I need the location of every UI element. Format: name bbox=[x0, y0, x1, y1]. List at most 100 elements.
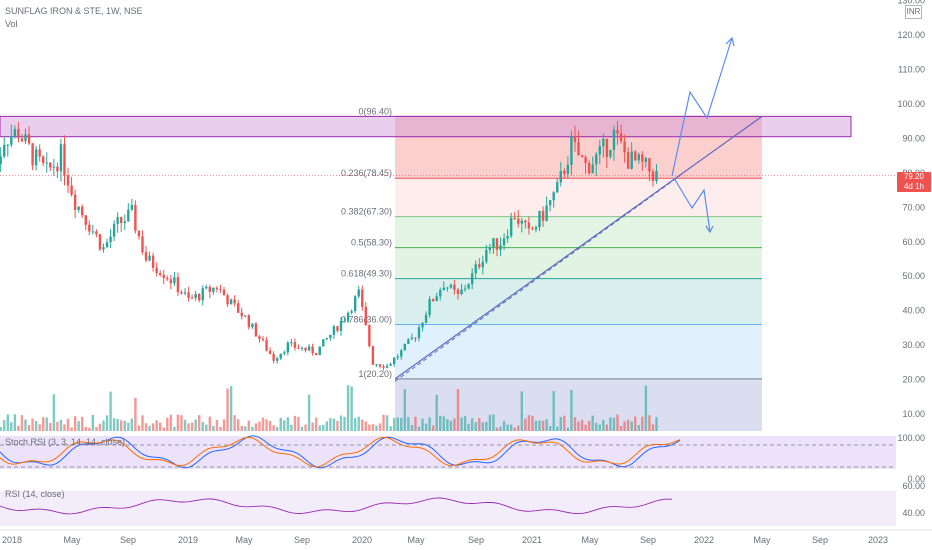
candle-body bbox=[357, 289, 360, 297]
volume-bar bbox=[499, 426, 502, 431]
candle-body bbox=[428, 299, 431, 315]
time-axis-tick: Sep bbox=[468, 535, 484, 545]
candle-body bbox=[261, 338, 265, 341]
candle-body bbox=[325, 338, 329, 340]
volume-bar bbox=[421, 418, 424, 431]
volume-bar bbox=[127, 422, 130, 431]
volume-bar bbox=[13, 414, 17, 431]
candle-body bbox=[63, 144, 66, 176]
volume-bar bbox=[6, 414, 9, 431]
candle-body bbox=[88, 224, 91, 232]
volume-bar bbox=[336, 420, 339, 431]
volume-bar bbox=[304, 424, 307, 431]
volume-bar bbox=[254, 423, 258, 431]
volume-bar bbox=[485, 421, 488, 431]
volume-bar bbox=[102, 420, 105, 431]
candle-body bbox=[506, 235, 509, 239]
candle-body bbox=[559, 170, 562, 183]
volume-bar bbox=[634, 416, 637, 431]
candle-body bbox=[410, 337, 414, 340]
volume-bar bbox=[630, 421, 633, 431]
candle-body bbox=[421, 322, 424, 328]
volume-bar bbox=[3, 420, 6, 431]
volume-bar bbox=[357, 416, 360, 431]
candle-body bbox=[414, 337, 417, 339]
candle-body bbox=[332, 326, 336, 335]
candle-body bbox=[318, 346, 321, 356]
volume-bar bbox=[307, 394, 311, 431]
volume-bar bbox=[261, 417, 265, 431]
candle-body bbox=[141, 236, 144, 253]
volume-bar bbox=[400, 417, 403, 431]
volume-bar bbox=[446, 419, 449, 431]
time-axis-tick: 2020 bbox=[352, 535, 372, 545]
volume-bar bbox=[63, 424, 66, 431]
volume-bar bbox=[361, 419, 364, 431]
candle-body bbox=[446, 287, 449, 289]
volume-bar bbox=[524, 418, 527, 431]
volume-bar bbox=[20, 415, 24, 431]
candle-body bbox=[361, 289, 364, 307]
candle-body bbox=[570, 136, 573, 165]
candle-body bbox=[166, 278, 169, 280]
volume-bar bbox=[350, 386, 353, 431]
candle-body bbox=[644, 158, 648, 162]
volume-bar bbox=[566, 427, 570, 431]
candle-body bbox=[346, 312, 350, 321]
volume-bar bbox=[148, 425, 151, 431]
candle-body bbox=[109, 236, 112, 243]
candle-body bbox=[275, 358, 279, 361]
candle-body bbox=[605, 138, 609, 157]
candle-body bbox=[73, 194, 77, 210]
candle-body bbox=[531, 228, 534, 230]
volume-bar bbox=[612, 417, 616, 431]
volume-bar bbox=[474, 422, 477, 431]
candle-body bbox=[307, 346, 311, 351]
volume-bar bbox=[605, 424, 609, 431]
candle-body bbox=[584, 157, 587, 163]
candle-body bbox=[151, 255, 155, 268]
volume-bar bbox=[215, 420, 219, 431]
volume-bar bbox=[325, 421, 329, 431]
currency-badge[interactable]: INR bbox=[905, 5, 922, 19]
volume-bar bbox=[176, 414, 180, 431]
volume-bar bbox=[573, 417, 577, 431]
volume-bar bbox=[580, 419, 584, 431]
candle-body bbox=[183, 292, 187, 294]
volume-bar bbox=[598, 424, 601, 431]
candle-body bbox=[389, 364, 392, 366]
volume-bar bbox=[84, 426, 87, 431]
last-price: 79.20 bbox=[903, 172, 925, 181]
volume-bar bbox=[311, 422, 314, 431]
volume-bar bbox=[548, 426, 552, 431]
candle-body bbox=[655, 170, 658, 182]
candle-body bbox=[198, 293, 201, 301]
candle-body bbox=[485, 249, 488, 262]
candle-body bbox=[407, 339, 410, 344]
candle-body bbox=[417, 327, 421, 339]
candle-body bbox=[513, 217, 516, 219]
candle-body bbox=[56, 166, 59, 172]
volume-bar bbox=[595, 422, 598, 431]
volume-bar bbox=[120, 420, 123, 431]
candle-body bbox=[350, 311, 353, 313]
volume-bar bbox=[240, 425, 243, 431]
volume-bar bbox=[151, 423, 155, 431]
candle-body bbox=[520, 220, 523, 224]
candle-body bbox=[637, 154, 640, 161]
volume-bar bbox=[616, 414, 619, 431]
candle-body bbox=[279, 353, 282, 359]
candle-body bbox=[244, 315, 247, 317]
volume-bar bbox=[141, 415, 144, 431]
candle-body bbox=[162, 274, 165, 279]
candle-body bbox=[552, 192, 555, 201]
volume-bar bbox=[73, 416, 77, 431]
volume-bar bbox=[205, 424, 208, 431]
fib-zone bbox=[395, 247, 762, 279]
volume-bar bbox=[332, 418, 336, 431]
projection-path-down bbox=[673, 177, 711, 233]
price-axis-tick: 100.00 bbox=[897, 99, 925, 109]
volume-bar bbox=[275, 427, 279, 431]
volume-bar bbox=[251, 426, 254, 431]
